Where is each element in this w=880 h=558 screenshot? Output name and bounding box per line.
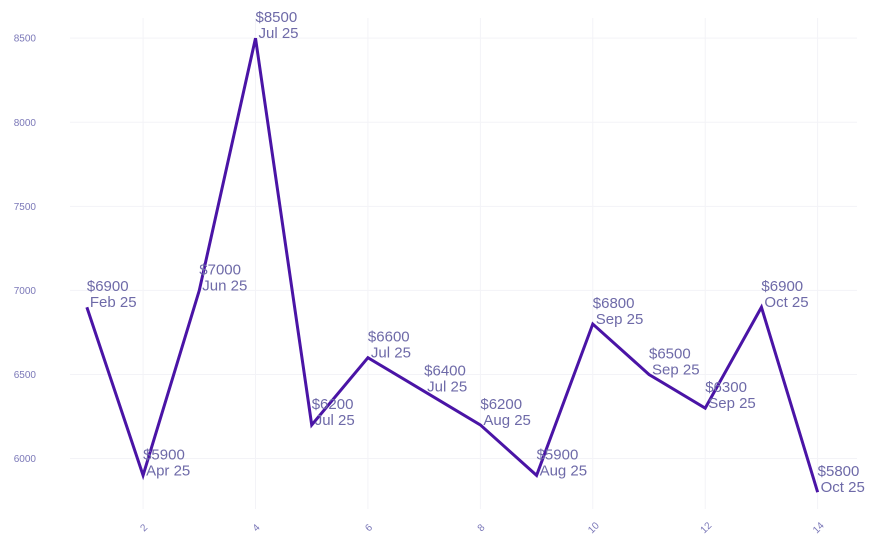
series-group (85, 37, 820, 493)
data-label-date-13: Oct 25 (764, 294, 808, 311)
data-label-date-14: Oct 25 (821, 479, 865, 496)
data-label-date-11: Sep 25 (652, 361, 700, 378)
data-label-date-8: Aug 25 (483, 412, 531, 429)
y-tick-label-6500: 6500 (14, 370, 37, 381)
data-label-value-8: $6200 (480, 396, 522, 413)
data-label-value-9: $5900 (537, 446, 579, 463)
x-tick-label-2: 2 (138, 522, 150, 534)
data-label-value-4: $8500 (256, 9, 298, 26)
data-label-value-14: $5800 (818, 463, 860, 480)
data-label-date-7: Jul 25 (427, 378, 467, 395)
x-tick-label-4: 4 (251, 522, 263, 534)
data-label-value-13: $6900 (761, 278, 803, 295)
data-label-date-1: Feb 25 (90, 294, 137, 311)
x-tick-label-14: 14 (811, 520, 827, 536)
y-tick-label-7000: 7000 (14, 286, 37, 297)
data-label-date-12: Sep 25 (708, 395, 756, 412)
x-tick-label-6: 6 (363, 522, 375, 534)
data-label-date-3: Jun 25 (202, 277, 247, 294)
data-label-value-2: $5900 (143, 446, 185, 463)
y-axis: 6000 6500 7000 7500 8000 8500 (14, 34, 37, 465)
series-line-1 (85, 37, 820, 493)
y-tick-label-8000: 8000 (14, 118, 37, 129)
data-label-date-10: Sep 25 (596, 311, 644, 328)
x-axis: 2 4 6 8 10 12 14 (138, 520, 827, 536)
x-tick-label-12: 12 (699, 520, 715, 536)
data-label-value-11: $6500 (649, 345, 691, 362)
data-label-date-5: Jul 25 (315, 412, 355, 429)
y-tick-label-7500: 7500 (14, 202, 37, 213)
data-label-value-12: $6300 (705, 379, 747, 396)
y-tick-label-6000: 6000 (14, 454, 37, 465)
data-label-date-6: Jul 25 (371, 345, 411, 362)
grid (70, 18, 857, 509)
data-label-value-6: $6600 (368, 329, 410, 346)
data-label-date-4: Jul 25 (259, 25, 299, 42)
data-label-date-2: Apr 25 (146, 462, 190, 479)
data-label-value-10: $6800 (593, 295, 635, 312)
x-tick-label-10: 10 (586, 520, 602, 536)
x-tick-label-8: 8 (476, 522, 488, 534)
data-label-date-9: Aug 25 (540, 462, 588, 479)
data-label-value-7: $6400 (424, 362, 466, 379)
y-tick-label-8500: 8500 (14, 34, 37, 45)
data-label-value-5: $6200 (312, 396, 354, 413)
data-label-value-1: $6900 (87, 278, 129, 295)
data-label-value-3: $7000 (199, 261, 241, 278)
